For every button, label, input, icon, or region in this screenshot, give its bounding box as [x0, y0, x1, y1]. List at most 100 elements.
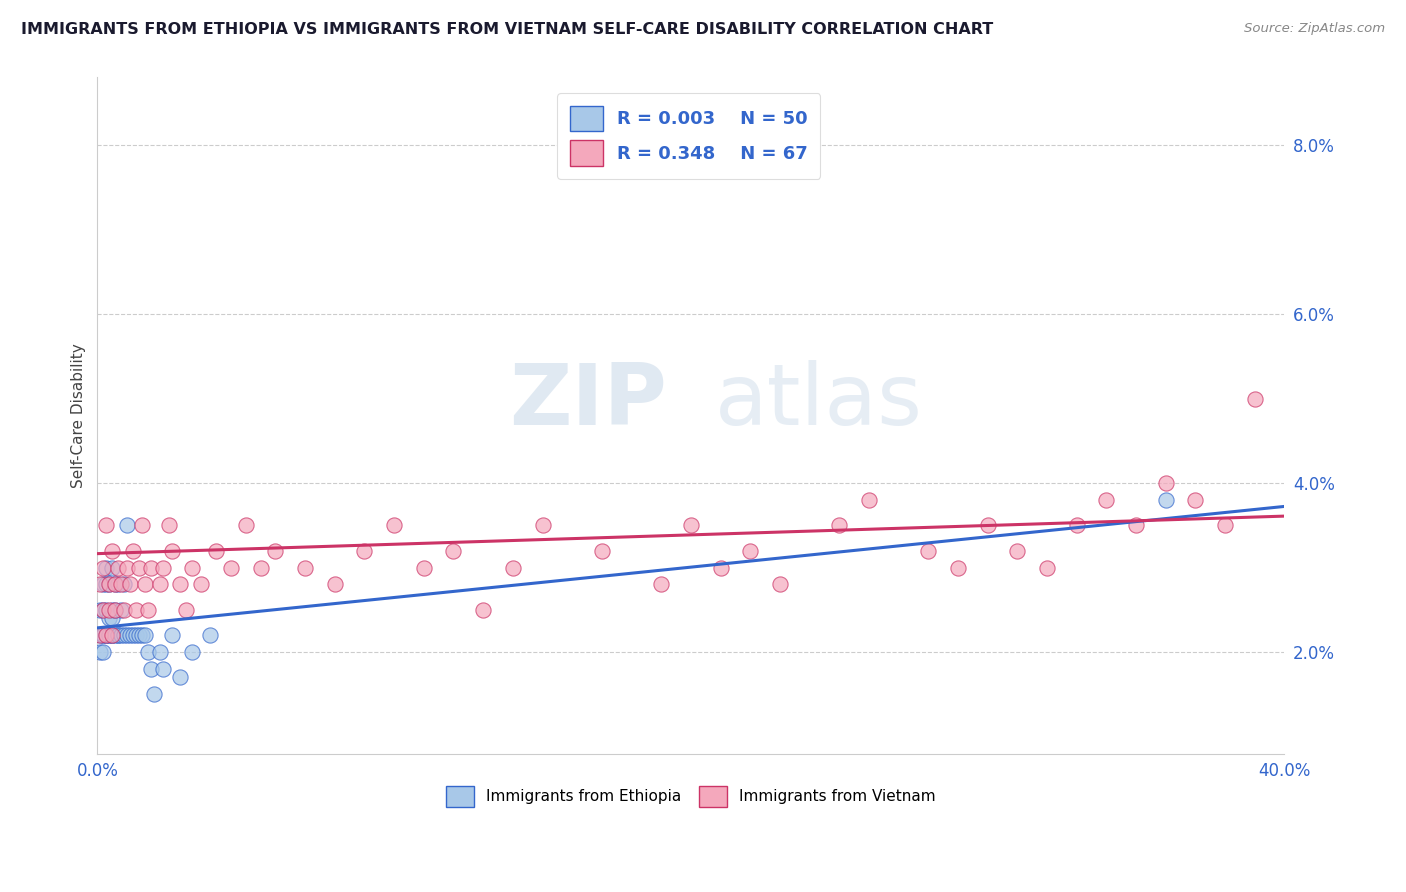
- Point: [96, 603, 118, 617]
- Point: [101, 543, 124, 558]
- Point: [152, 560, 174, 574]
- Point: [104, 603, 127, 617]
- Point: [96, 560, 118, 574]
- Point: [101, 628, 124, 642]
- Point: [152, 662, 174, 676]
- Point: [98, 577, 121, 591]
- Point: [149, 577, 172, 591]
- Point: [110, 603, 132, 617]
- Point: [89, 645, 111, 659]
- Point: [139, 560, 162, 574]
- Point: [740, 543, 762, 558]
- Point: [1095, 493, 1118, 508]
- Point: [139, 662, 162, 676]
- Point: [382, 518, 405, 533]
- Point: [125, 603, 148, 617]
- Point: [101, 560, 124, 574]
- Point: [89, 577, 111, 591]
- Point: [235, 518, 257, 533]
- Point: [169, 670, 191, 684]
- Point: [709, 560, 731, 574]
- Point: [294, 560, 316, 574]
- Text: atlas: atlas: [714, 360, 922, 443]
- Point: [91, 603, 114, 617]
- Point: [1036, 560, 1059, 574]
- Point: [169, 577, 191, 591]
- Point: [160, 628, 183, 642]
- Point: [91, 628, 114, 642]
- Point: [136, 603, 159, 617]
- Text: IMMIGRANTS FROM ETHIOPIA VS IMMIGRANTS FROM VIETNAM SELF-CARE DISABILITY CORRELA: IMMIGRANTS FROM ETHIOPIA VS IMMIGRANTS F…: [21, 22, 994, 37]
- Point: [136, 645, 159, 659]
- Point: [122, 543, 145, 558]
- Point: [1007, 543, 1029, 558]
- Point: [89, 628, 111, 642]
- Point: [91, 628, 114, 642]
- Point: [104, 603, 127, 617]
- Point: [176, 603, 198, 617]
- Point: [89, 628, 111, 642]
- Point: [91, 603, 114, 617]
- Point: [181, 645, 204, 659]
- Point: [591, 543, 613, 558]
- Point: [134, 577, 156, 591]
- Point: [101, 628, 124, 642]
- Point: [917, 543, 939, 558]
- Point: [353, 543, 375, 558]
- Point: [131, 628, 153, 642]
- Point: [107, 560, 129, 574]
- Point: [115, 518, 138, 533]
- Point: [104, 577, 127, 591]
- Point: [98, 628, 121, 642]
- Point: [101, 603, 124, 617]
- Point: [443, 543, 465, 558]
- Point: [110, 628, 132, 642]
- Point: [157, 518, 180, 533]
- Point: [198, 628, 221, 642]
- Point: [101, 628, 124, 642]
- Legend: Immigrants from Ethiopia, Immigrants from Vietnam: Immigrants from Ethiopia, Immigrants fro…: [440, 780, 942, 814]
- Point: [96, 628, 118, 642]
- Point: [1154, 476, 1177, 491]
- Point: [1066, 518, 1088, 533]
- Point: [531, 518, 554, 533]
- Point: [679, 518, 702, 533]
- Point: [160, 543, 183, 558]
- Point: [104, 577, 127, 591]
- Text: Source: ZipAtlas.com: Source: ZipAtlas.com: [1244, 22, 1385, 36]
- Point: [858, 493, 880, 508]
- Point: [946, 560, 969, 574]
- Point: [101, 611, 124, 625]
- Point: [1125, 518, 1147, 533]
- Point: [412, 560, 434, 574]
- Point: [91, 645, 114, 659]
- Y-axis label: Self-Care Disability: Self-Care Disability: [72, 343, 86, 488]
- Point: [128, 560, 150, 574]
- Point: [89, 603, 111, 617]
- Point: [110, 577, 132, 591]
- Point: [190, 577, 212, 591]
- Point: [142, 687, 165, 701]
- Point: [769, 577, 792, 591]
- Point: [115, 628, 138, 642]
- Point: [219, 560, 242, 574]
- Point: [828, 518, 851, 533]
- Point: [98, 577, 121, 591]
- Point: [1184, 493, 1206, 508]
- Point: [149, 645, 172, 659]
- Point: [107, 628, 129, 642]
- Point: [1154, 493, 1177, 508]
- Point: [249, 560, 271, 574]
- Point: [118, 628, 141, 642]
- Point: [96, 577, 118, 591]
- Point: [472, 603, 495, 617]
- Point: [134, 628, 156, 642]
- Point: [976, 518, 998, 533]
- Point: [131, 518, 153, 533]
- Point: [181, 560, 204, 574]
- Text: ZIP: ZIP: [509, 360, 668, 443]
- Point: [502, 560, 524, 574]
- Point: [107, 628, 129, 642]
- Point: [96, 518, 118, 533]
- Point: [98, 603, 121, 617]
